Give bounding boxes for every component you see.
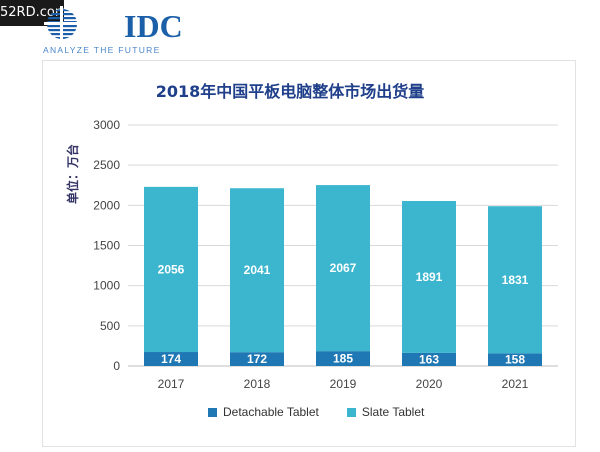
bar-slate	[316, 185, 370, 352]
bar-detachable	[402, 352, 456, 366]
bar-slate	[230, 188, 284, 353]
legend-label-slate: Slate Tablet	[361, 405, 425, 419]
legend-item-slate: Slate Tablet	[346, 405, 425, 419]
x-tick-label: 2018	[244, 377, 271, 391]
globe-icon	[44, 6, 80, 42]
x-tick-label: 2019	[330, 377, 357, 391]
data-label-detachable: 158	[505, 353, 525, 367]
legend-label-detachable: Detachable Tablet	[223, 405, 319, 419]
bar-slate	[144, 186, 198, 353]
y-tick-label: 0	[113, 359, 120, 373]
bar-detachable	[230, 352, 284, 366]
data-label-slate: 2067	[330, 261, 357, 275]
y-tick-label: 1500	[93, 239, 120, 253]
x-tick-label: 2017	[158, 377, 185, 391]
bar-detachable	[488, 353, 542, 366]
y-tick-label: 3000	[93, 118, 120, 132]
data-label-slate: 1831	[502, 273, 529, 287]
chart-title: 2018年中国平板电脑整体市场出货量	[155, 82, 425, 101]
y-tick-label: 2000	[93, 198, 120, 212]
legend-swatch-slate	[346, 407, 356, 417]
bar-detachable	[316, 351, 370, 366]
y-tick-label: 2500	[93, 158, 120, 172]
chart-legend: Detachable Tablet Slate Tablet	[208, 405, 424, 419]
logo-wordmark: IDC	[124, 8, 183, 44]
bar-slate	[402, 200, 456, 353]
y-tick-label: 1000	[93, 279, 120, 293]
data-label-detachable: 174	[161, 352, 181, 366]
x-tick-label: 2020	[416, 377, 443, 391]
y-tick-label: 500	[100, 319, 120, 333]
data-label-slate: 2041	[244, 263, 271, 277]
legend-swatch-detachable	[208, 407, 217, 417]
logo-tagline: ANALYZE THE FUTURE	[43, 45, 161, 55]
data-label-detachable: 172	[247, 352, 267, 366]
data-label-detachable: 185	[333, 352, 353, 366]
data-label-slate: 1891	[416, 270, 443, 284]
data-label-detachable: 163	[419, 352, 439, 366]
legend-item-detachable: Detachable Tablet	[208, 405, 319, 419]
x-tick-label: 2021	[502, 377, 529, 391]
idc-logo: IDC ANALYZE THE FUTURE	[40, 6, 190, 55]
bar-slate	[488, 206, 542, 354]
data-label-slate: 2056	[158, 262, 185, 276]
bar-detachable	[144, 352, 198, 366]
